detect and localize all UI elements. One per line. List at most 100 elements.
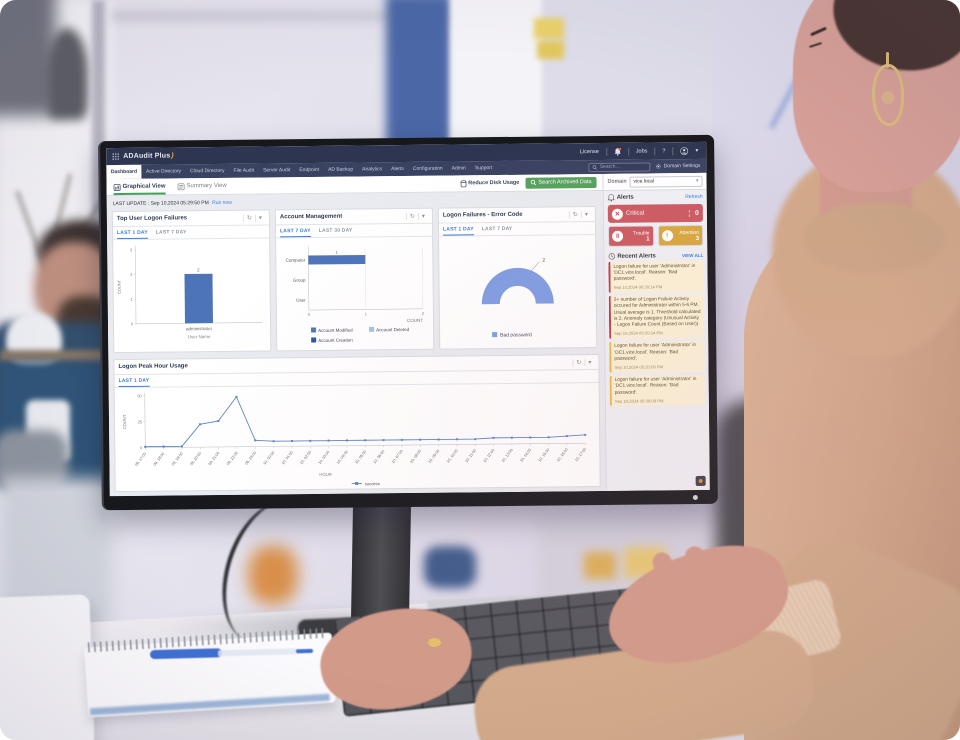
widget-tab[interactable]: LAST 7 DAY <box>155 229 187 236</box>
last-update-line: LAST UPDATE : Sep 10,2024 05:29:50 PM Ru… <box>112 199 232 208</box>
widget-logon-failures-error-code: Logon Failures - Error Code ↻ ▾ LAST 1 DA… <box>437 206 598 350</box>
alerts-header: Alerts Refresh <box>604 190 707 204</box>
widget-logon-peak-hour-usage: Logon Peak Hour Usage ↻ ▾ LAST 1 DAY 0 25 5… <box>113 353 601 493</box>
product-logo: ADAudit Plus <box>123 152 171 160</box>
alert-list-item[interactable]: Logon failure for user 'Administrator' i… <box>608 260 704 293</box>
refresh-icon[interactable]: ↻ <box>242 214 255 222</box>
view-switch-bar: Graphical View Summary View Reduce Disk … <box>106 173 603 197</box>
refresh-link[interactable]: Refresh <box>685 193 703 201</box>
tab-configuration[interactable]: Configuration <box>412 165 443 172</box>
sticky-note <box>537 41 564 59</box>
widget-title: Account Management <box>279 213 343 221</box>
widget-tab[interactable]: LAST 7 DAY <box>481 225 513 233</box>
apps-grid-icon[interactable] <box>112 153 120 160</box>
reduce-disk-usage-button[interactable]: Reduce Disk Usage <box>460 179 519 187</box>
svg-text:10, 15:00: 10, 15:00 <box>538 448 551 463</box>
tab-active-directory[interactable]: Active Directory <box>146 168 182 175</box>
attention-alert-card[interactable]: ! Attention 3 <box>657 224 704 247</box>
search-input[interactable]: Search... <box>588 161 651 172</box>
search-archived-data-button[interactable]: Search Archived Data <box>525 176 597 189</box>
tab-file-audit[interactable]: File Audit <box>233 167 255 174</box>
user-menu-icon[interactable] <box>680 146 689 155</box>
svg-text:Bad password: Bad password <box>500 332 532 338</box>
tab-server-audit[interactable]: Server Audit <box>263 167 291 174</box>
svg-text:0: 0 <box>131 321 134 326</box>
tab-endpoint[interactable]: Endpoint <box>299 166 320 174</box>
recent-alerts-title: Recent Alerts <box>617 252 656 260</box>
tab-alerts[interactable]: Alerts <box>391 166 404 173</box>
chevron-down-icon[interactable]: ▾ <box>584 358 595 366</box>
line-chart-peak-hour: 0 25 50 COUNT 09, 17:00 09, 18:00 09, 19:00 09,… <box>115 383 600 491</box>
alert-time: Sep 10,2024 05:20:09 PM <box>614 364 664 370</box>
wall-mid <box>540 0 725 154</box>
notification-bell-icon[interactable] <box>614 147 621 156</box>
tab-cloud-directory[interactable]: Cloud Directory <box>190 167 225 175</box>
tab-summary-view[interactable]: Summary View <box>177 182 227 190</box>
hbar-chart-account-management: 0 1 2 COUNT Computer 1 Group User Account Modifi… <box>276 237 433 351</box>
pen-barrel <box>217 647 299 656</box>
jobs-link[interactable]: Jobs <box>635 147 648 155</box>
widget-tab[interactable]: LAST 1 DAY <box>443 223 474 235</box>
svg-text:2: 2 <box>197 267 200 272</box>
earring-hook <box>886 52 889 68</box>
yellow-papers <box>584 552 616 579</box>
domain-settings-button[interactable]: Domain Settings <box>656 163 700 169</box>
svg-text:10, 14:00: 10, 14:00 <box>519 448 532 463</box>
feedback-widget-icon[interactable] <box>695 475 706 486</box>
widget-tab[interactable]: LAST 30 DAY <box>318 227 353 234</box>
chevron-down-icon[interactable]: ▾ <box>695 147 699 154</box>
widget-tab[interactable]: LAST 1 DAY <box>119 375 150 387</box>
attention-count: 3 <box>695 235 700 242</box>
tab-graphical-view[interactable]: Graphical View <box>113 179 166 196</box>
refresh-icon[interactable]: ↻ <box>405 212 418 220</box>
alert-list-item[interactable]: Logon failure for user 'Administrator' i… <box>609 340 705 373</box>
alert-list-item[interactable]: Logon failure for user 'Administrator' i… <box>609 374 705 407</box>
refresh-icon[interactable]: ↻ <box>572 358 585 366</box>
svg-text:10, 10:00: 10, 10:00 <box>446 449 459 464</box>
chevron-down-icon[interactable]: ▾ <box>417 212 428 220</box>
alerts-rail: Domain vice.local ▾ Alerts Refresh ✕ Cri… <box>602 172 710 491</box>
svg-text:3: 3 <box>130 247 133 252</box>
run-now-link[interactable]: Run now <box>212 199 232 207</box>
blue-pillar <box>386 0 452 152</box>
widget-tab[interactable]: LAST 7 DAY <box>280 225 311 237</box>
svg-text:10, 09:00: 10, 09:00 <box>428 449 441 464</box>
svg-text:09, 17:00: 09, 17:00 <box>134 452 147 467</box>
tab-dashboard[interactable]: Dashboard <box>106 164 142 180</box>
svg-text:09, 19:00: 09, 19:00 <box>171 452 184 467</box>
license-link[interactable]: License <box>579 148 599 155</box>
view-all-link[interactable]: VIEW ALL <box>681 252 704 259</box>
tab-analytics[interactable]: Analytics <box>362 166 383 173</box>
svg-text:Account Deleted: Account Deleted <box>376 327 410 332</box>
refresh-icon[interactable]: ↻ <box>568 210 581 218</box>
svg-text:COUNT: COUNT <box>407 318 423 323</box>
main-nav: Dashboard Active Directory Cloud Directo… <box>106 158 707 180</box>
gold-ring <box>428 638 441 647</box>
svg-text:success: success <box>365 481 380 486</box>
tab-admin[interactable]: Admin <box>451 165 466 172</box>
chevron-down-icon[interactable]: ▾ <box>254 213 265 222</box>
svg-text:10, 05:00: 10, 05:00 <box>354 450 367 465</box>
power-led[interactable] <box>692 494 698 501</box>
sticky-note <box>534 18 564 39</box>
tab-support[interactable]: Support <box>474 165 493 172</box>
trouble-alert-card[interactable]: ‖ Trouble 1 <box>607 225 654 247</box>
app-topbar: ADAudit Plus ) License Jobs ? <box>106 141 707 166</box>
white-box <box>0 594 95 740</box>
widget-top-user-logon-failures: Top User Logon Failures ↻ ▾ LAST 1 DAY LA… <box>111 209 272 354</box>
chevron-down-icon[interactable]: ▾ <box>580 210 591 218</box>
dashboard-main: LAST UPDATE : Sep 10,2024 05:29:50 PM Ru… <box>106 190 606 497</box>
svg-text:2: 2 <box>130 272 133 277</box>
tab-ad-backup[interactable]: AD Backup <box>328 166 354 173</box>
widget-title: Logon Failures - Error Code <box>442 211 523 219</box>
help-link[interactable]: ? <box>662 147 666 154</box>
domain-select[interactable]: vice.local ▾ <box>629 175 703 188</box>
widget-account-management: Account Management ↻ ▾ LAST 7 DAY LAST 30… <box>274 207 435 352</box>
critical-alert-card[interactable]: ✕ Critical 0 <box>607 203 703 223</box>
svg-text:COUNT: COUNT <box>122 414 127 429</box>
chevron-down-icon: ▾ <box>695 177 699 184</box>
trouble-icon: ‖ <box>612 230 624 242</box>
alert-list-item[interactable]: 2+ number of Logon Failure Activity occu… <box>608 294 705 339</box>
widget-tab[interactable]: LAST 1 DAY <box>117 227 148 239</box>
svg-text:10, 02:00: 10, 02:00 <box>299 450 312 465</box>
